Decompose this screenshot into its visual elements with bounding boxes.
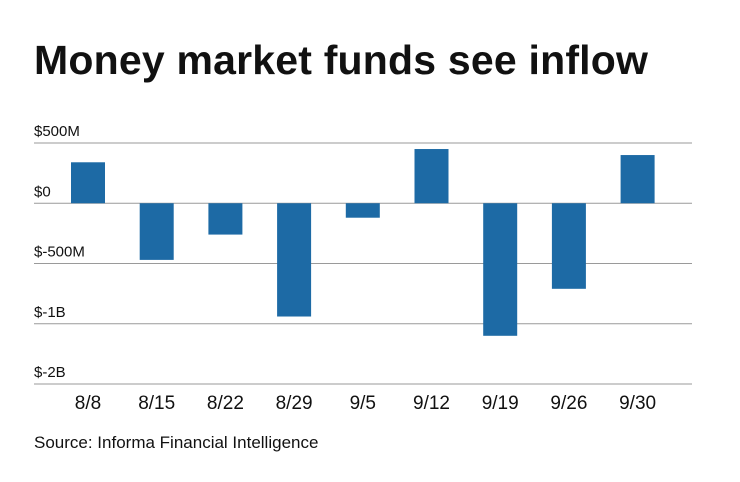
bar-9-5 — [345, 203, 380, 218]
y-tick-label: $-1B — [34, 304, 66, 321]
y-tick-label: $500M — [34, 123, 80, 140]
x-axis-tick-labels: 8/8 8/15 8/22 8/29 9/5 9/12 9/19 9/26 9/30 — [75, 393, 656, 414]
x-tick-label: 9/30 — [619, 393, 656, 414]
x-tick-label: 8/15 — [138, 393, 175, 414]
bars — [71, 149, 655, 336]
bar-9-30 — [620, 155, 655, 204]
x-tick-label: 9/19 — [482, 393, 519, 414]
bar-9-12 — [414, 149, 449, 204]
bar-8-8 — [71, 162, 105, 204]
x-tick-label: 9/26 — [550, 393, 587, 414]
y-tick-label: $-2B — [34, 364, 66, 381]
y-tick-label: $-500M — [34, 244, 85, 261]
x-tick-label: 8/29 — [276, 393, 313, 414]
gridlines — [34, 142, 692, 385]
bar-9-26 — [551, 203, 586, 289]
x-tick-label: 9/12 — [413, 393, 450, 414]
x-tick-label: 8/8 — [75, 393, 101, 414]
chart-title: Money market funds see inflow — [34, 37, 649, 83]
source-note: Source: Informa Financial Intelligence — [34, 433, 319, 452]
bar-8-15 — [139, 203, 174, 260]
y-tick-label: $0 — [34, 183, 51, 200]
bar-8-29 — [277, 203, 312, 317]
x-tick-label: 8/22 — [207, 393, 244, 414]
y-axis-tick-labels: $500M $0 $-500M $-1B $-2B — [34, 123, 85, 381]
bar-8-22 — [208, 203, 243, 235]
x-tick-label: 9/5 — [350, 393, 376, 414]
bar-9-19 — [483, 203, 518, 336]
